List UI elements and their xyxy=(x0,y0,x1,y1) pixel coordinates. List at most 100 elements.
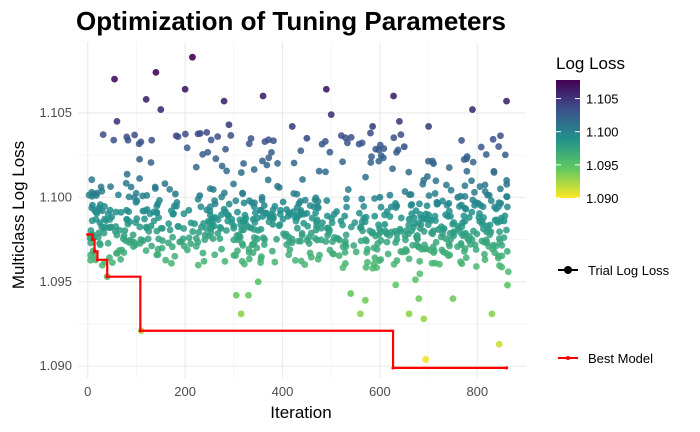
trial-point xyxy=(481,250,488,258)
trial-point xyxy=(125,193,133,201)
trial-point xyxy=(462,254,470,262)
trial-point xyxy=(232,197,240,205)
trial-point xyxy=(363,237,370,245)
trial-point xyxy=(389,165,396,173)
trial-point xyxy=(399,248,406,256)
trial-point xyxy=(500,234,508,242)
trial-point xyxy=(117,255,125,263)
trial-point xyxy=(503,193,511,201)
trial-point xyxy=(223,227,230,234)
trial-point xyxy=(234,208,241,216)
trial-point xyxy=(472,263,480,270)
trial-point xyxy=(313,222,321,230)
best-model-point xyxy=(92,249,97,253)
trial-point xyxy=(415,295,423,303)
trial-point xyxy=(123,215,131,223)
x-tick-label: 800 xyxy=(466,384,488,399)
trial-point xyxy=(371,195,378,202)
colorbar-title: Log Loss xyxy=(556,54,625,73)
trial-point xyxy=(368,153,375,161)
colorbar-tick-label: 1.105 xyxy=(586,92,619,107)
trial-point xyxy=(216,235,224,243)
trial-point xyxy=(128,238,136,245)
trial-point xyxy=(429,230,437,238)
chart-title: Optimization of Tuning Parameters xyxy=(76,6,506,36)
y-tick-label: 1.105 xyxy=(39,105,72,120)
trial-point xyxy=(290,190,298,197)
trial-point xyxy=(187,240,195,248)
trial-point xyxy=(112,208,120,216)
trial-point xyxy=(88,217,96,225)
trial-point xyxy=(433,198,441,206)
trial-point xyxy=(481,256,489,263)
x-tick-label: 400 xyxy=(272,384,294,399)
trial-point xyxy=(397,227,405,235)
trial-point xyxy=(142,96,150,103)
trial-point xyxy=(127,183,135,191)
trial-point xyxy=(293,204,301,211)
trial-point xyxy=(343,195,350,203)
trial-point xyxy=(95,233,102,241)
trial-point xyxy=(254,278,262,286)
trial-point xyxy=(220,97,228,105)
colorbar-tick-label: 1.090 xyxy=(586,191,619,206)
trial-point xyxy=(413,235,421,243)
trial-point xyxy=(405,310,413,318)
trial-point xyxy=(93,189,101,197)
trial-point xyxy=(257,225,265,233)
trial-point xyxy=(361,296,369,304)
trial-point xyxy=(290,159,298,167)
trial-point xyxy=(240,160,247,167)
trial-point xyxy=(322,85,330,93)
trial-point xyxy=(268,247,276,255)
trial-point xyxy=(386,191,394,199)
trial-point xyxy=(416,210,424,218)
trial-point xyxy=(476,183,484,190)
trial-point xyxy=(239,189,246,197)
trial-point xyxy=(395,117,403,125)
trial-point xyxy=(192,163,200,171)
trial-point xyxy=(96,241,104,249)
trial-point xyxy=(339,264,347,272)
trial-point xyxy=(459,232,467,240)
trial-point xyxy=(305,234,313,241)
trial-point xyxy=(155,214,163,222)
trial-point xyxy=(446,229,454,237)
trial-point xyxy=(194,130,202,138)
trial-point xyxy=(504,268,512,276)
trial-point xyxy=(363,249,371,256)
trial-point xyxy=(169,233,176,241)
trial-point xyxy=(312,194,320,202)
trial-point xyxy=(206,185,214,193)
trial-point xyxy=(293,214,301,221)
trial-point xyxy=(422,356,430,363)
trial-point xyxy=(472,246,480,253)
trial-point xyxy=(114,191,122,199)
trial-point xyxy=(425,157,432,165)
trial-point xyxy=(179,235,187,243)
trial-point xyxy=(263,161,271,169)
trial-point xyxy=(500,217,508,225)
trial-point xyxy=(408,201,416,208)
trial-point xyxy=(393,257,401,264)
trial-point xyxy=(143,192,151,199)
trial-point xyxy=(482,151,490,158)
y-tick-label: 1.095 xyxy=(39,274,72,289)
trial-point xyxy=(201,236,209,244)
trial-point xyxy=(339,243,347,251)
trial-point xyxy=(381,220,389,228)
trial-point xyxy=(113,117,121,125)
trial-point xyxy=(444,252,452,260)
trial-point xyxy=(358,218,366,226)
trial-point xyxy=(343,203,351,211)
trial-point xyxy=(230,222,238,230)
trial-point xyxy=(374,240,382,247)
trial-point xyxy=(206,219,213,227)
trial-point xyxy=(275,222,283,230)
trial-point xyxy=(372,232,379,240)
trial-point xyxy=(257,255,265,263)
trial-point xyxy=(477,143,485,151)
trial-point xyxy=(230,251,238,259)
trial-point xyxy=(446,242,453,250)
trial-point xyxy=(265,154,273,162)
